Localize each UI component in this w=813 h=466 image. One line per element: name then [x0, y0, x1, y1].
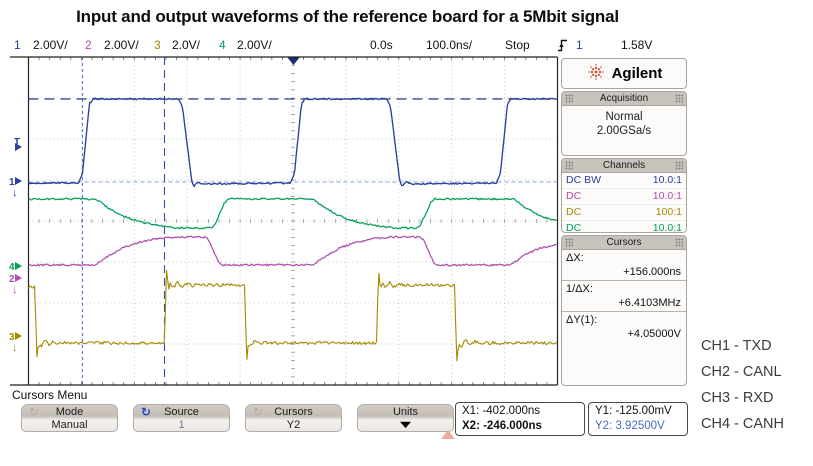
- brand-name: Agilent: [611, 65, 663, 82]
- channel-row-3: DC 100:1: [562, 204, 686, 220]
- cursor-inv-dx: 1/ΔX: +6.4103MHz: [562, 281, 686, 312]
- menu-title: Cursors Menu: [12, 388, 88, 402]
- channel-legend: CH1 - TXD CH2 - CANL CH3 - RXD CH4 - CAN…: [701, 333, 784, 437]
- acquisition-panel: Acquisition Normal 2.00GSa/s: [561, 91, 687, 156]
- acquisition-title: Acquisition: [599, 93, 649, 104]
- agilent-starburst-icon: [586, 62, 606, 85]
- scope-status-bar: 1 2.00V/ 2 2.00V/ 3 2.0V/ 4 2.00V/ 0.0s …: [0, 37, 695, 55]
- channels-header[interactable]: Channels: [562, 159, 686, 173]
- legend-ch1: CH1 - TXD: [701, 338, 772, 354]
- ch2-number: 2: [85, 38, 92, 52]
- softkey-cursors[interactable]: ↻ Cursors Y2: [245, 404, 342, 432]
- acquisition-mode: Normal: [605, 111, 643, 123]
- ch1-number: 1: [14, 38, 21, 52]
- cursor-dy1: ΔY(1): +4.05000V: [566, 314, 681, 340]
- y-cursor-readout: Y1: -125.00mV Y2: 3.92500V: [588, 402, 688, 436]
- x-cursor-readout: X1: -402.000ns X2: -246.000ns: [455, 402, 585, 436]
- marker-arrow-icon: [15, 332, 22, 340]
- channels-panel: Channels DC BW 10.0:1 DC 10.0:1 DC 100:1…: [561, 158, 687, 236]
- trigger-level: 1.58V: [621, 38, 653, 52]
- marker-label-2: 2: [9, 274, 15, 285]
- softkey-mode[interactable]: ↻ Mode Manual: [21, 404, 118, 432]
- y1-readout: Y1: -125.00mV: [595, 405, 672, 417]
- x1-readout: X1: -402.000ns: [462, 405, 541, 417]
- grip-icon: [674, 161, 683, 170]
- rising-edge-trigger-icon: [557, 39, 568, 55]
- rotate-knob-icon: ↻: [141, 405, 152, 419]
- ch3-number: 3: [154, 38, 161, 52]
- grip-icon: [565, 161, 573, 170]
- marker-label-1: 1: [9, 177, 15, 188]
- timebase: 100.0ns/: [426, 38, 473, 52]
- ch4-number: 4: [219, 38, 226, 52]
- marker-label-4: 4: [9, 262, 15, 273]
- grip-icon: [674, 94, 683, 103]
- pink-marker-icon: [441, 430, 455, 439]
- grip-icon: [565, 94, 573, 103]
- channel-row-1: DC BW 10.0:1: [566, 174, 682, 186]
- trigger-position-marker: [287, 57, 300, 65]
- cursor-dx: ΔX: +156.000ns: [562, 250, 686, 281]
- channel-row-2: DC 10.0:1: [562, 188, 686, 204]
- channels-title: Channels: [602, 160, 646, 171]
- ground-arrow-icon: ↓: [12, 187, 18, 199]
- ground-arrow-icon: ↓: [12, 284, 18, 296]
- x2-readout: X2: -246.000ns: [462, 420, 542, 432]
- channel-row-4: DC 10.0:1: [562, 220, 686, 236]
- legend-ch2: CH2 - CANL: [701, 364, 782, 380]
- trace-ch2-canl: [28, 235, 557, 267]
- acquisition-header[interactable]: Acquisition: [562, 92, 686, 106]
- down-arrow-icon: ▼: [396, 419, 415, 431]
- marker-arrow-icon: [15, 262, 22, 270]
- marker-label-3: 3: [9, 332, 15, 343]
- page-title: Input and output waveforms of the refere…: [76, 7, 619, 26]
- softkey-units[interactable]: Units ▼: [357, 404, 454, 432]
- cursors-panel: Cursors ΔX: +156.000ns 1/ΔX: +6.4103MHz …: [561, 235, 687, 386]
- ch3-scale: 2.0V/: [172, 38, 201, 52]
- marker-arrow-icon: [15, 177, 22, 185]
- ch4-scale: 2.00V/: [237, 38, 272, 52]
- marker-label-t: T: [14, 137, 20, 148]
- marker-arrow-icon: [15, 143, 22, 151]
- ch1-scale: 2.00V/: [33, 38, 68, 52]
- grip-icon: [565, 238, 573, 247]
- scope-plot: T1↓42↓3↓: [9, 56, 559, 386]
- run-state: Stop: [505, 38, 530, 52]
- grip-icon: [674, 238, 683, 247]
- rotate-knob-icon: ↻: [253, 405, 264, 419]
- softkey-source[interactable]: ↻ Source 1: [133, 404, 230, 432]
- legend-ch3: CH3 - RXD: [701, 390, 774, 406]
- ch2-scale: 2.00V/: [104, 38, 139, 52]
- brand-box: Agilent: [561, 58, 687, 89]
- trace-ch1-txd: [27, 97, 557, 188]
- sample-rate: 2.00GSa/s: [596, 125, 652, 137]
- rotate-knob-icon: ↻: [29, 405, 40, 419]
- trace-ch3-rxd: [28, 269, 557, 362]
- trigger-source: 1: [576, 38, 583, 52]
- trace-ch4-canh: [28, 197, 557, 230]
- time-reference: 0.0s: [370, 38, 393, 52]
- ground-arrow-icon: ↓: [12, 342, 18, 354]
- legend-ch4: CH4 - CANH: [701, 416, 784, 432]
- cursors-header[interactable]: Cursors: [562, 236, 686, 250]
- marker-arrow-icon: [15, 274, 22, 282]
- y2-readout: Y2: 3.92500V: [595, 420, 665, 432]
- cursors-title: Cursors: [606, 237, 642, 248]
